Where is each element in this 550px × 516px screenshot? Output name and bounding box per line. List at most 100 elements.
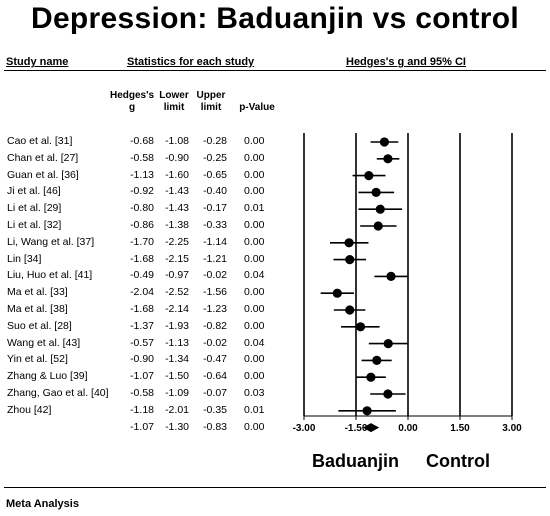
effect-point [362,406,372,416]
study-name: Cao et al. [31] [7,135,73,147]
hedges-g-header-line1: Hedges's [109,90,155,101]
hedges-g-value: -1.18 [130,403,154,416]
p-value: 0.01 [244,202,265,215]
upper-limit-column-header: Upper limit [191,90,231,114]
study-row: Li et al. [29] -0.80 -1.43 -0.17 0.01 [0,202,300,215]
x-label-left: Baduanjin [312,451,400,471]
study-row: Cao et al. [31] -0.68 -1.08 -0.28 0.00 [0,135,300,148]
study-name: Li, Wang et al. [37] [7,235,95,248]
hedges-g-value: -0.57 [130,336,154,349]
effect-point [345,255,355,265]
upper-limit-value: -0.82 [203,319,227,332]
study-row: Li, Wang et al. [37] -1.70 -2.25 -1.14 0.00 [0,236,300,249]
lower-limit-value: -2.52 [165,286,189,299]
effect-point [366,372,376,382]
hedges-g-value: -0.92 [130,185,154,198]
hedges-g-value: -1.68 [130,303,154,315]
study-row: Suo et al. [28] -1.37 -1.93 -0.82 0.00 [0,320,300,333]
upper-limit-value: -0.83 [203,420,227,433]
upper-limit-value: -1.56 [203,286,227,299]
header-rule [4,70,546,71]
x-tick-label: 3.00 [502,423,522,434]
hedges-g-column-header: Hedges's g [107,90,157,114]
p-value: 0.00 [244,420,265,433]
lower-limit-value: -1.30 [165,420,189,433]
p-value: 0.00 [244,353,265,366]
p-value: 0.00 [244,235,265,248]
study-name: Zhou [42] [7,403,52,416]
study-name: Ma et al. [38] [7,303,68,315]
upper-limit-value: -1.21 [203,252,227,265]
hedges-g-value: -0.58 [130,387,154,399]
upper-limit-value: -0.64 [203,370,227,383]
study-row: Guan et al. [36] -1.13 -1.60 -0.65 0.00 [0,169,300,182]
footer-rule [4,487,546,488]
lower-limit-value: -1.50 [165,370,189,383]
study-row: Zhou [42] -1.18 -2.01 -0.35 0.01 [0,404,300,417]
upper-limit-value: -0.02 [203,269,227,282]
lower-limit-value: -2.25 [165,235,189,248]
upper-limit-value: -0.40 [203,185,227,198]
effect-point [345,305,355,315]
effect-point [344,238,354,248]
upper-limit-value: -0.33 [203,219,227,231]
study-name-header: Study name [6,56,69,68]
hedges-g-value: -1.07 [130,420,154,433]
p-value: 0.04 [244,269,265,282]
hedges-g-header-line2: g [128,102,136,113]
study-row: Lin [34] -1.68 -2.15 -1.21 0.00 [0,253,300,266]
upper-limit-value: -0.28 [203,135,227,147]
hedges-g-value: -0.86 [130,219,154,231]
x-tick-label: 1.50 [450,423,470,434]
p-value: 0.00 [244,185,265,198]
study-name: Li et al. [29] [7,202,62,215]
lower-limit-header-line1: Lower [159,90,189,101]
statistics-header: Statistics for each study [127,56,255,68]
p-value: 0.00 [244,135,265,147]
effect-point [383,339,393,349]
footer-label: Meta Analysis [6,498,79,510]
study-name: Zhang, Gao et al. [40] [7,387,109,399]
upper-limit-header-line1: Upper [196,90,226,101]
study-name: Ji et al. [46] [7,185,61,198]
lower-limit-value: -0.97 [165,269,189,282]
lower-limit-value: -0.90 [165,151,189,164]
hedges-g-value: -1.70 [130,235,154,248]
study-row: Zhang & Luo [39] -1.07 -1.50 -0.64 0.00 [0,370,300,383]
upper-limit-value: -0.07 [203,387,227,399]
p-value: 0.00 [244,319,265,332]
effect-point [371,187,381,197]
p-value: 0.00 [244,370,265,383]
study-row: Zhang, Gao et al. [40] -0.58 -1.09 -0.07 0.0… [0,387,300,400]
effect-point [379,137,390,147]
hedges-g-value: -1.68 [130,252,154,265]
lower-limit-value: -1.93 [165,319,189,332]
lower-limit-value: -1.43 [165,185,189,198]
p-value: 0.03 [244,387,265,399]
effect-size-header: Hedges's g and 95% CI [346,56,466,68]
lower-limit-value: -1.43 [165,202,189,215]
x-tick-label: -3.00 [293,423,316,434]
x-tick-label: 0.00 [398,423,418,434]
study-name: Ma et al. [33] [7,286,68,299]
effect-point [372,355,382,365]
lower-limit-column-header: Lower limit [154,90,194,114]
effect-point [383,389,393,399]
upper-limit-value: -1.14 [203,235,227,248]
hedges-g-value: -1.37 [130,319,154,332]
lower-limit-value: -1.09 [165,387,189,399]
summary-diamond [362,423,380,433]
chart-title: Depression: Baduanjin vs control [30,2,520,35]
hedges-g-value: -2.04 [130,286,154,299]
hedges-g-value: -0.49 [130,269,154,282]
study-name: Yin et al. [52] [7,353,68,366]
p-value-column-header: p-Value [239,102,275,113]
upper-limit-value: -0.02 [203,336,227,349]
upper-limit-value: -1.23 [203,303,227,315]
lower-limit-value: -1.13 [165,336,189,349]
lower-limit-header-line2: limit [163,102,185,113]
study-row: Li et al. [32] -0.86 -1.38 -0.33 0.00 [0,219,300,232]
hedges-g-value: -1.07 [130,370,154,383]
upper-limit-value: -0.47 [203,353,227,366]
